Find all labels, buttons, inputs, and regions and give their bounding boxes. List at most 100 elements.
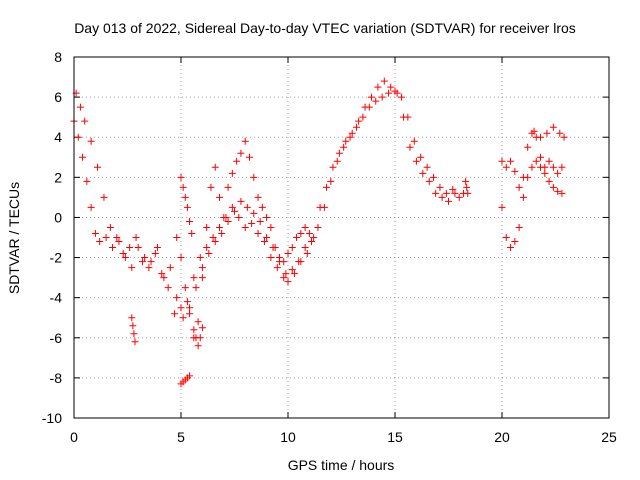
data-point <box>507 157 515 165</box>
series-points <box>498 157 566 252</box>
data-point <box>198 324 206 332</box>
data-point <box>498 157 506 165</box>
data-point <box>425 177 433 185</box>
data-point <box>160 274 168 282</box>
series-points <box>72 87 457 322</box>
chart-title: Day 013 of 2022, Sidereal Day-to-day VTE… <box>74 20 576 36</box>
data-point <box>76 103 84 111</box>
data-point <box>190 274 198 282</box>
y-tick-label: -10 <box>42 410 62 426</box>
data-point <box>216 223 224 231</box>
data-point <box>545 177 553 185</box>
data-point <box>96 238 104 246</box>
data-point <box>519 193 527 201</box>
data-point <box>502 163 510 171</box>
data-point <box>198 274 206 282</box>
y-tick-label: -4 <box>50 290 63 306</box>
data-point <box>301 223 309 231</box>
data-point <box>224 217 232 225</box>
data-point <box>293 234 301 241</box>
data-point <box>314 223 322 231</box>
axis-ticks: 0 5 10 15 20 25 -10 -8 -6 -4 -2 0 2 4 6 8 <box>42 49 617 445</box>
data-point <box>74 133 82 141</box>
data-point <box>254 229 262 237</box>
data-point <box>537 163 545 171</box>
data-point <box>449 185 457 193</box>
data-point <box>203 223 211 231</box>
data-point <box>145 264 153 272</box>
data-point <box>91 229 99 237</box>
data-point <box>451 189 459 197</box>
data-point <box>549 163 557 171</box>
data-point <box>188 229 196 237</box>
data-point <box>181 193 189 201</box>
data-point <box>186 310 194 318</box>
data-point <box>198 264 206 272</box>
data-points <box>70 77 568 388</box>
data-point <box>511 238 519 246</box>
data-point <box>554 169 562 177</box>
data-point <box>171 310 179 318</box>
data-point <box>141 254 149 262</box>
grid-lines <box>74 57 609 418</box>
data-point <box>194 318 202 326</box>
data-point <box>391 87 399 95</box>
data-point <box>245 153 253 161</box>
data-point <box>179 183 187 191</box>
x-tick-label: 10 <box>280 429 296 445</box>
data-point <box>352 123 360 131</box>
data-point <box>224 183 232 191</box>
data-point <box>284 278 292 286</box>
data-point <box>183 203 191 211</box>
data-point <box>134 244 142 252</box>
data-point <box>537 153 545 161</box>
data-point <box>423 163 431 171</box>
data-point <box>385 89 393 97</box>
data-point <box>397 93 405 101</box>
series-points <box>498 129 566 191</box>
data-point <box>374 83 382 91</box>
data-point <box>121 254 129 262</box>
data-point <box>256 217 264 225</box>
data-point <box>228 169 236 177</box>
data-point <box>273 264 281 272</box>
data-point <box>258 203 266 211</box>
data-point <box>100 193 108 201</box>
data-point <box>502 234 510 241</box>
data-point <box>228 203 236 211</box>
data-point <box>153 244 161 252</box>
data-point <box>410 137 418 145</box>
data-point <box>442 189 450 197</box>
series-points <box>70 77 467 312</box>
data-point <box>530 127 538 135</box>
data-point <box>130 330 138 338</box>
data-point <box>543 129 551 137</box>
data-point <box>263 213 271 221</box>
data-point <box>209 234 217 241</box>
data-point <box>260 238 268 246</box>
data-point <box>367 93 375 101</box>
data-point <box>355 117 363 125</box>
data-point <box>94 163 102 171</box>
data-point <box>387 83 395 91</box>
data-point <box>271 244 279 252</box>
data-point <box>333 157 341 165</box>
data-point <box>455 193 463 201</box>
data-point <box>438 193 446 201</box>
data-point <box>372 97 380 105</box>
data-point <box>79 153 87 161</box>
data-point <box>305 229 313 237</box>
data-point <box>211 238 219 246</box>
data-point <box>378 93 386 101</box>
data-point <box>87 203 95 211</box>
data-point <box>203 244 211 252</box>
data-point <box>556 129 564 137</box>
data-point <box>323 183 331 191</box>
data-point <box>211 163 219 171</box>
series-points <box>173 137 313 342</box>
data-point <box>147 258 155 266</box>
data-point <box>290 270 298 278</box>
data-point <box>177 254 185 262</box>
y-tick-label: 2 <box>54 169 62 185</box>
data-point <box>87 137 95 145</box>
